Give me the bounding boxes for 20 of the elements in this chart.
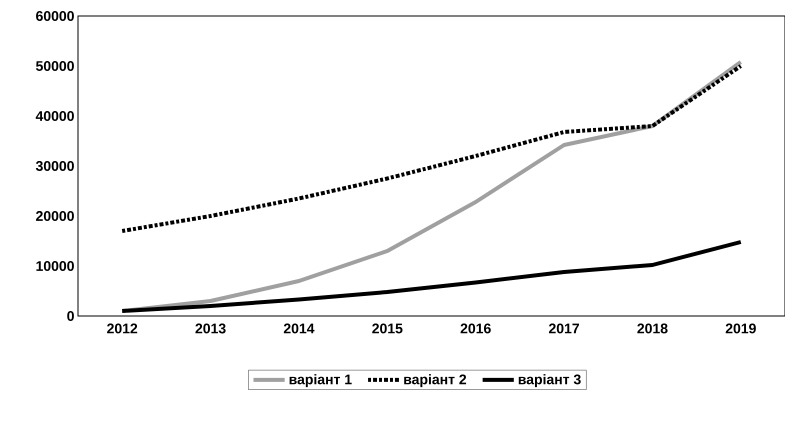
legend-label: варіант 3 — [518, 374, 581, 388]
x-tick-label: 2012 — [107, 324, 138, 334]
line-series — [120, 240, 743, 313]
line-series — [120, 64, 743, 233]
y-tick-label: 30000 — [36, 161, 74, 171]
x-tick-label: 2019 — [726, 324, 756, 334]
x-tick-label: 2018 — [637, 324, 668, 334]
y-tick-label: 0 — [67, 311, 74, 321]
y-tick-label: 40000 — [36, 111, 74, 121]
y-tick-label: 50000 — [36, 61, 74, 71]
x-tick-label: 2015 — [372, 324, 402, 334]
y-tick-label: 60000 — [36, 11, 74, 21]
x-tick-label: 2014 — [284, 324, 314, 334]
x-tick-label: 2017 — [548, 324, 580, 334]
legend-label: варіант 1 — [290, 374, 352, 388]
y-tick-label: 20000 — [36, 211, 74, 221]
x-tick-label: 2016 — [460, 324, 491, 334]
legend-label: варіант 2 — [404, 374, 466, 388]
y-tick-label: 10000 — [36, 261, 74, 271]
x-tick-label: 2013 — [195, 324, 226, 334]
